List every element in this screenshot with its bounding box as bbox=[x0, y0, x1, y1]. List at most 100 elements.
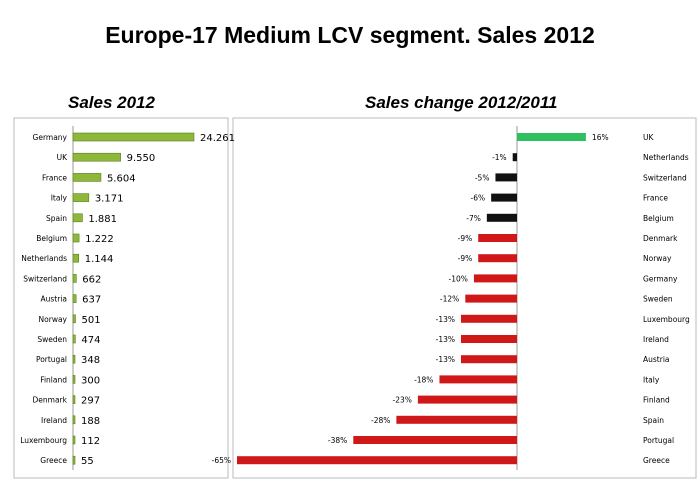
sales-data-label: 474 bbox=[81, 335, 100, 346]
change-data-label: -9% bbox=[458, 234, 473, 243]
sales-bar bbox=[72, 193, 90, 202]
change-category-label: Greece bbox=[643, 456, 670, 465]
sales-category-label: Italy bbox=[51, 194, 68, 203]
change-data-label: -7% bbox=[466, 214, 481, 223]
change-category-label: Portugal bbox=[643, 436, 674, 445]
sales-bar bbox=[72, 354, 76, 364]
change-category-label: Austria bbox=[643, 355, 670, 364]
sales-category-label: Luxembourg bbox=[20, 436, 67, 445]
sales-chart-title: Sales 2012 bbox=[68, 93, 155, 112]
change-data-label: 16% bbox=[592, 133, 609, 142]
sales-data-label: 300 bbox=[81, 375, 100, 386]
change-bar bbox=[396, 415, 517, 424]
change-category-label: Belgium bbox=[643, 214, 674, 223]
sales-bar bbox=[72, 334, 76, 344]
change-data-label: -12% bbox=[440, 295, 459, 304]
change-bar bbox=[491, 193, 517, 202]
sales-category-label: Greece bbox=[40, 456, 67, 465]
change-bar bbox=[478, 254, 517, 263]
sales-data-label: 1.881 bbox=[88, 214, 117, 225]
change-data-label: -18% bbox=[414, 375, 433, 384]
change-bar bbox=[461, 335, 517, 343]
change-bar bbox=[473, 274, 517, 283]
page-title: Europe-17 Medium LCV segment. Sales 2012 bbox=[105, 22, 595, 48]
sales-bar bbox=[72, 435, 76, 445]
change-bar bbox=[461, 314, 517, 323]
change-data-label: -5% bbox=[475, 173, 490, 182]
sales-category-label: Switzerland bbox=[23, 274, 67, 283]
sales-category-label: UK bbox=[57, 153, 68, 162]
sales-data-label: 5.604 bbox=[107, 173, 136, 184]
change-panel-border bbox=[232, 117, 697, 479]
sales-category-label: Sweden bbox=[37, 335, 67, 344]
sales-bar bbox=[72, 294, 77, 303]
change-bar bbox=[465, 294, 517, 303]
change-data-label: -13% bbox=[436, 335, 455, 344]
sales-bar bbox=[72, 375, 76, 384]
change-data-label: -65% bbox=[212, 456, 231, 465]
change-data-label: -6% bbox=[471, 194, 486, 203]
sales-bar bbox=[72, 274, 77, 283]
sales-data-label: 112 bbox=[81, 436, 100, 447]
sales-bar bbox=[72, 233, 80, 243]
change-category-label: Netherlands bbox=[643, 153, 689, 162]
change-bar bbox=[237, 456, 517, 465]
sales-category-label: Finland bbox=[40, 375, 67, 384]
change-bar bbox=[512, 153, 517, 162]
sales-bar bbox=[72, 395, 76, 404]
sales-data-label: 188 bbox=[81, 416, 100, 427]
sales-category-label: Denmark bbox=[33, 396, 68, 405]
change-data-label: -38% bbox=[328, 436, 347, 445]
change-category-label: Germany bbox=[643, 274, 678, 283]
sales-data-label: 9.550 bbox=[127, 153, 156, 164]
sales-category-label: Austria bbox=[41, 295, 68, 304]
change-bar bbox=[353, 436, 517, 444]
change-category-label: Norway bbox=[643, 254, 672, 263]
sales-data-label: 501 bbox=[81, 315, 100, 326]
sales-bar bbox=[72, 213, 83, 223]
sales-data-label: 3.171 bbox=[95, 194, 124, 205]
change-category-label: Switzerland bbox=[643, 173, 687, 182]
change-chart-title: Sales change 2012/2011 bbox=[365, 93, 558, 112]
change-category-label: Denmark bbox=[643, 234, 678, 243]
sales-category-label: Germany bbox=[33, 133, 68, 142]
sales-data-label: 55 bbox=[81, 456, 94, 467]
change-category-label: Spain bbox=[643, 416, 664, 425]
sales-category-label: Netherlands bbox=[21, 254, 67, 263]
change-data-label: -13% bbox=[436, 355, 455, 364]
change-bar bbox=[417, 395, 517, 404]
sales-data-label: 24.261 bbox=[200, 133, 235, 144]
sales-bar bbox=[72, 132, 195, 142]
sales-category-label: France bbox=[42, 173, 67, 182]
sales-bar bbox=[72, 173, 102, 182]
sales-category-label: Portugal bbox=[36, 355, 67, 364]
change-data-label: -10% bbox=[449, 274, 468, 283]
change-bar bbox=[495, 173, 517, 182]
sales-category-label: Norway bbox=[39, 315, 68, 324]
change-data-label: -13% bbox=[436, 315, 455, 324]
sales-category-label: Spain bbox=[46, 214, 67, 223]
sales-bar bbox=[72, 415, 76, 425]
change-category-label: Ireland bbox=[643, 335, 669, 344]
change-category-label: Luxembourg bbox=[643, 315, 690, 324]
sales-data-label: 662 bbox=[82, 274, 101, 285]
change-data-label: -28% bbox=[371, 416, 390, 425]
sales-data-label: 637 bbox=[82, 295, 101, 306]
sales-bar bbox=[72, 314, 76, 324]
change-bar bbox=[478, 234, 517, 242]
sales-data-label: 297 bbox=[81, 396, 100, 407]
sales-panel-border bbox=[13, 117, 229, 479]
change-bar bbox=[486, 213, 517, 222]
sales-category-label: Ireland bbox=[41, 416, 67, 425]
sales-category-label: Belgium bbox=[36, 234, 67, 243]
sales-data-label: 1.222 bbox=[85, 234, 114, 245]
sales-data-label: 1.144 bbox=[85, 254, 114, 265]
change-category-label: UK bbox=[643, 133, 654, 142]
change-data-label: -9% bbox=[458, 254, 473, 263]
sales-data-label: 348 bbox=[81, 355, 100, 366]
change-data-label: -1% bbox=[492, 153, 507, 162]
change-bar bbox=[461, 355, 517, 364]
sales-bar bbox=[72, 253, 80, 263]
change-category-label: Sweden bbox=[643, 295, 673, 304]
